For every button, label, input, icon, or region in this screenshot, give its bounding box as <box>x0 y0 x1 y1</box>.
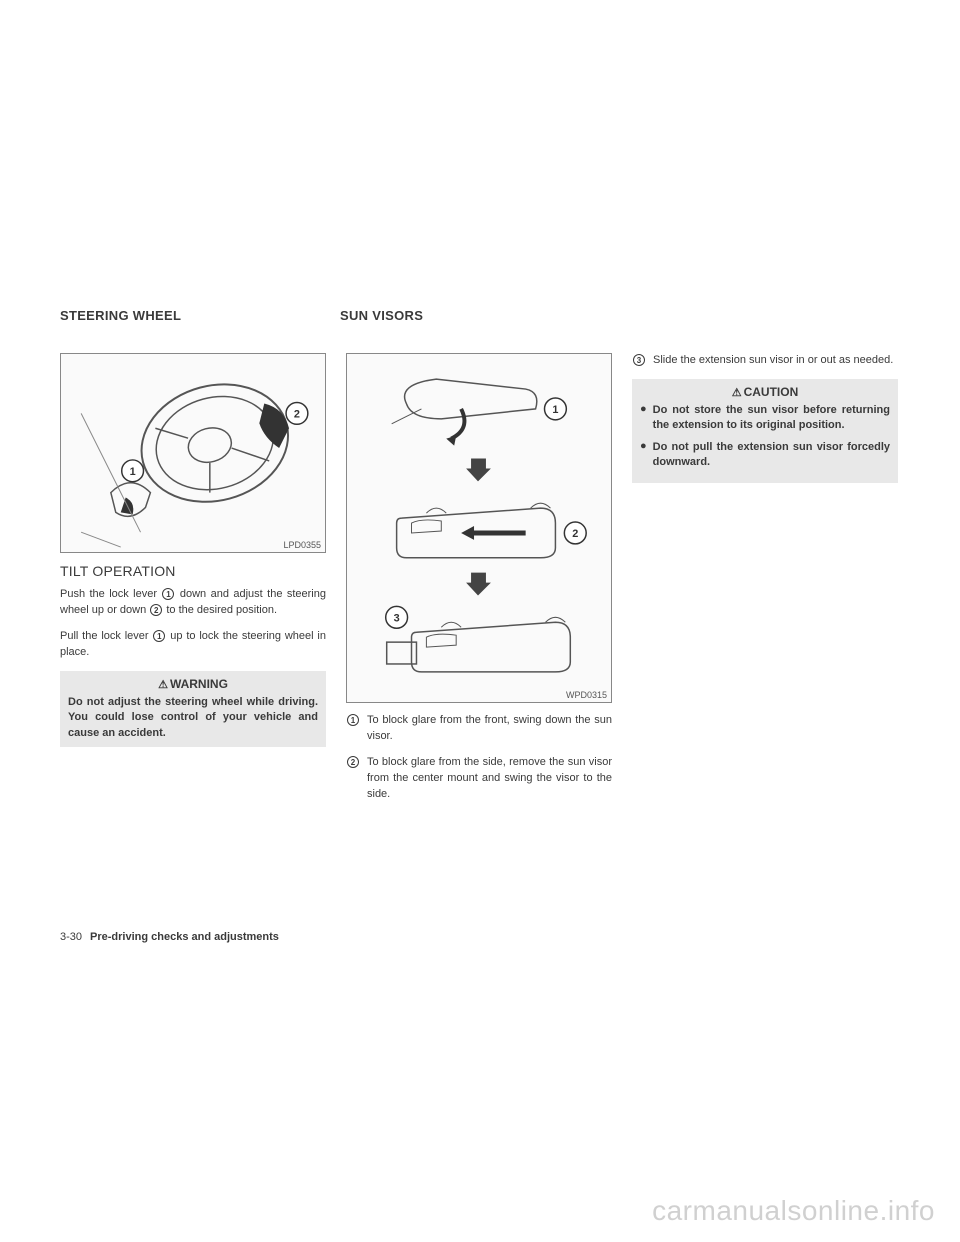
heading-steering-wheel: STEERING WHEEL <box>60 308 340 323</box>
column-1: 1 2 LPD0355 TILT OPERATION Push the lock… <box>60 353 326 813</box>
caution-bullet-2: ● Do not pull the extension sun visor fo… <box>640 440 890 471</box>
figure-2-label: WPD0315 <box>566 690 607 700</box>
steering-wheel-illustration: 1 2 <box>61 354 325 552</box>
heading-sun-visors: SUN VISORS <box>340 308 620 323</box>
tilt-para-2: Pull the lock lever 1 up to lock the ste… <box>60 629 326 661</box>
column-3: 3 Slide the extension sun visor in or ou… <box>632 353 898 813</box>
column-2: 1 2 <box>346 353 612 813</box>
bullet-icon: ● <box>640 440 647 471</box>
text-fragment: to the desired position. <box>163 604 277 616</box>
svg-text:3: 3 <box>394 612 400 624</box>
svg-text:1: 1 <box>552 404 558 416</box>
text-fragment: Pull the lock lever <box>60 630 152 642</box>
text-fragment: Push the lock lever <box>60 588 161 600</box>
svg-text:2: 2 <box>294 408 300 420</box>
tilt-operation-title: TILT OPERATION <box>60 563 326 579</box>
svg-text:1: 1 <box>130 466 136 478</box>
circled-1-icon: 1 <box>347 714 359 726</box>
step-3-text: Slide the extension sun visor in or out … <box>653 353 893 369</box>
caution-box: ⚠CAUTION ● Do not store the sun visor be… <box>632 379 898 483</box>
page-footer: 3-30 Pre-driving checks and adjustments <box>60 931 279 943</box>
caution-text-1: Do not store the sun visor before return… <box>653 403 890 434</box>
caution-triangle-icon: ⚠ <box>732 387 742 399</box>
step-2-text: To block glare from the side, remove the… <box>367 755 612 803</box>
sun-visor-step-3: 3 Slide the extension sun visor in or ou… <box>632 353 898 369</box>
sun-visor-step-1: 1 To block glare from the front, swing d… <box>346 713 612 745</box>
figure-steering-wheel: 1 2 LPD0355 <box>60 353 326 553</box>
tilt-para-1: Push the lock lever 1 down and adjust th… <box>60 587 326 619</box>
figure-sun-visor: 1 2 <box>346 353 612 703</box>
page-number: 3-30 <box>60 931 82 943</box>
warning-text: Do not adjust the steering wheel while d… <box>68 695 318 741</box>
figure-1-label: LPD0355 <box>283 540 321 550</box>
circled-2-icon: 2 <box>150 604 162 616</box>
caution-title: ⚠CAUTION <box>640 385 890 399</box>
warning-title: ⚠WARNING <box>68 677 318 691</box>
page-section-title: Pre-driving checks and adjustments <box>90 931 279 943</box>
bullet-icon: ● <box>640 403 647 434</box>
sun-visor-illustration: 1 2 <box>347 354 611 702</box>
svg-text:2: 2 <box>572 528 578 540</box>
caution-bullet-1: ● Do not store the sun visor before retu… <box>640 403 890 434</box>
circled-3-icon: 3 <box>633 354 645 366</box>
circled-1-icon: 1 <box>153 630 165 642</box>
warning-box: ⚠WARNING Do not adjust the steering whee… <box>60 671 326 747</box>
circled-2-icon: 2 <box>347 756 359 768</box>
caution-text-2: Do not pull the extension sun visor forc… <box>653 440 890 471</box>
warning-title-text: WARNING <box>170 677 228 691</box>
warning-triangle-icon: ⚠ <box>158 679 168 691</box>
watermark: carmanualsonline.info <box>652 1195 935 1227</box>
sun-visor-step-2: 2 To block glare from the side, remove t… <box>346 755 612 803</box>
circled-1-icon: 1 <box>162 588 174 600</box>
step-1-text: To block glare from the front, swing dow… <box>367 713 612 745</box>
caution-title-text: CAUTION <box>744 385 799 399</box>
